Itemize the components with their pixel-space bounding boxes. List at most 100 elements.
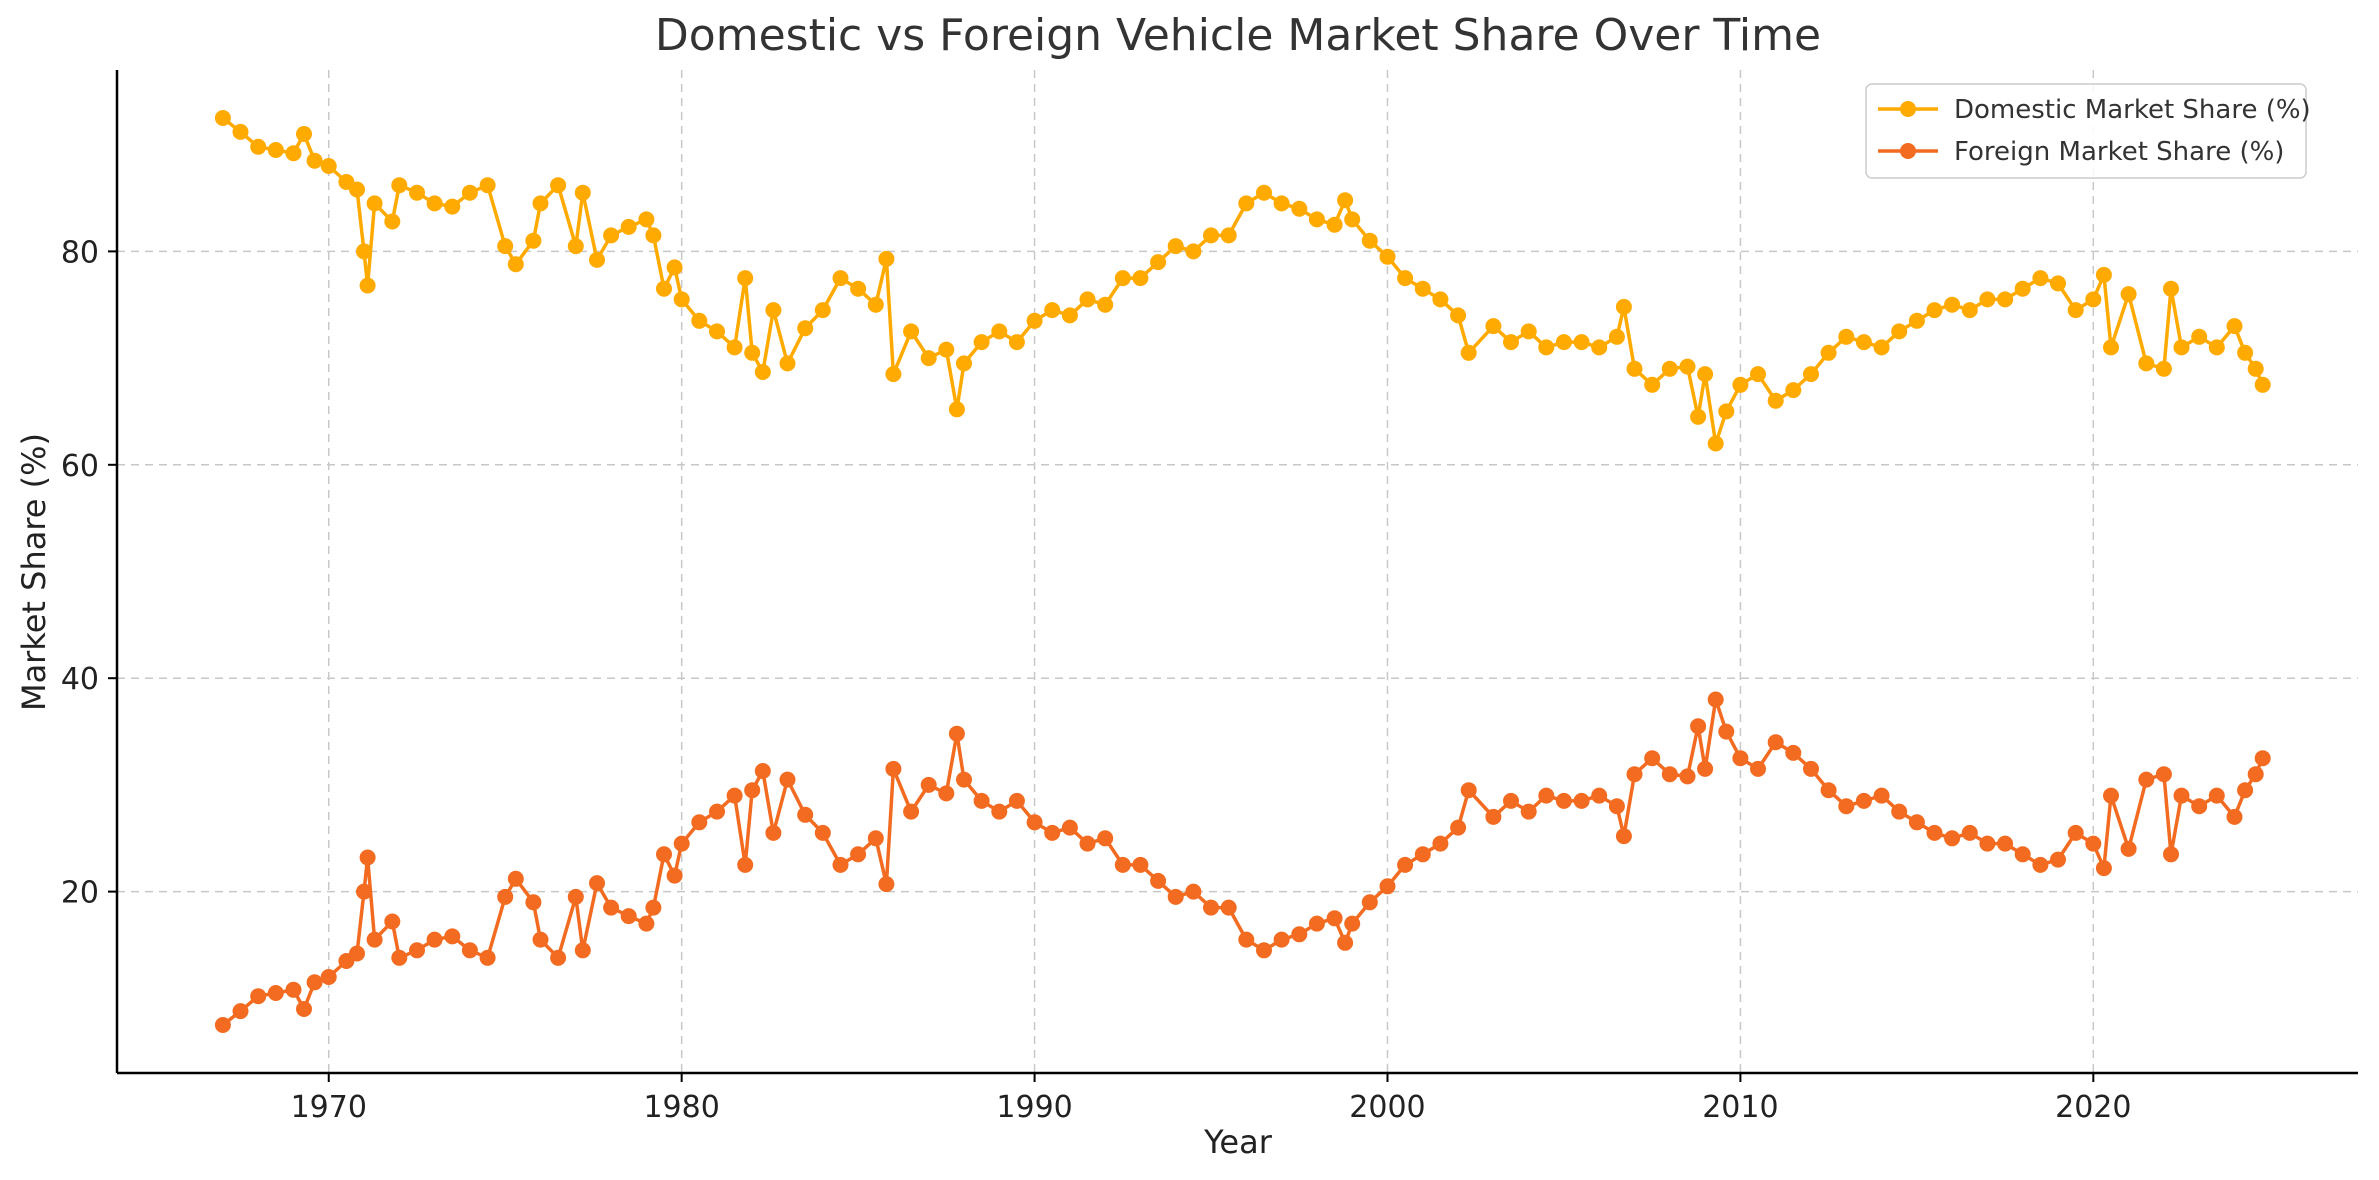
data-point-0-10 — [356, 243, 372, 260]
legend-item-1: Foreign Market Share (%) — [1878, 137, 2284, 167]
data-point-1-115 — [1961, 824, 1978, 841]
data-point-0-65 — [1150, 254, 1167, 271]
data-point-1-18 — [461, 942, 478, 959]
data-point-1-74 — [1308, 915, 1325, 932]
data-point-0-88 — [1538, 339, 1555, 356]
data-point-0-58 — [1026, 312, 1043, 329]
legend-label-0: Domestic Market Share (%) — [1954, 95, 2311, 125]
data-point-0-21 — [507, 256, 524, 273]
data-point-0-128 — [2163, 280, 2179, 297]
data-point-1-79 — [1379, 878, 1396, 895]
data-point-1-47 — [867, 830, 884, 847]
data-point-1-98 — [1690, 718, 1707, 735]
data-point-1-118 — [2014, 846, 2031, 863]
data-point-0-43 — [797, 320, 814, 337]
data-point-0-42 — [779, 355, 796, 372]
data-point-1-51 — [920, 776, 937, 793]
data-point-1-17 — [444, 928, 461, 945]
x-tick-label-2: 1990 — [996, 1090, 1072, 1125]
data-point-0-14 — [391, 177, 408, 194]
data-point-0-32 — [656, 280, 672, 297]
data-point-0-16 — [426, 195, 443, 212]
y-tick-label-0: 20 — [61, 876, 99, 911]
data-point-0-2 — [250, 138, 267, 155]
data-point-1-25 — [567, 888, 584, 905]
data-point-1-82 — [1432, 835, 1449, 852]
data-point-1-63 — [1114, 856, 1131, 873]
data-point-1-45 — [832, 856, 849, 873]
data-point-0-100 — [1707, 435, 1724, 452]
data-point-0-135 — [2254, 376, 2271, 393]
data-point-1-66 — [1167, 888, 1184, 905]
data-point-1-129 — [2173, 787, 2190, 804]
data-point-1-127 — [2155, 766, 2172, 783]
data-point-0-90 — [1573, 334, 1590, 351]
data-point-1-113 — [1926, 824, 1943, 841]
data-point-1-69 — [1220, 899, 1237, 916]
data-point-0-5 — [296, 126, 312, 142]
data-point-0-115 — [1961, 302, 1978, 319]
data-point-0-72 — [1273, 195, 1290, 212]
data-point-1-91 — [1591, 787, 1608, 804]
data-point-0-7 — [320, 158, 337, 174]
data-point-1-83 — [1450, 819, 1467, 836]
data-point-0-125 — [2120, 286, 2137, 303]
data-point-0-41 — [765, 302, 782, 319]
data-point-0-104 — [1767, 392, 1784, 409]
data-point-1-76 — [1337, 934, 1354, 951]
x-tick-label-4: 2010 — [1702, 1090, 1778, 1125]
grid — [117, 70, 2358, 1073]
data-point-0-50 — [903, 323, 920, 340]
data-point-0-98 — [1690, 408, 1707, 425]
y-tick-label-1: 40 — [61, 662, 99, 697]
data-point-0-110 — [1873, 339, 1890, 356]
data-point-0-9 — [349, 181, 365, 198]
data-point-1-37 — [726, 787, 743, 804]
data-point-1-119 — [2032, 856, 2049, 873]
data-point-0-112 — [1908, 312, 1925, 329]
data-point-1-96 — [1661, 766, 1678, 783]
data-point-0-78 — [1361, 232, 1378, 249]
data-point-0-47 — [867, 296, 884, 313]
data-point-0-96 — [1661, 360, 1678, 377]
data-point-1-88 — [1538, 787, 1555, 804]
data-point-0-40 — [754, 364, 771, 380]
data-point-0-87 — [1520, 323, 1537, 340]
data-point-0-46 — [850, 280, 867, 297]
series-line-1 — [221, 697, 2265, 1027]
data-point-1-29 — [620, 908, 637, 925]
data-point-1-128 — [2163, 846, 2179, 863]
data-point-0-105 — [1785, 382, 1802, 399]
data-point-1-36 — [709, 803, 725, 820]
data-point-0-121 — [2067, 302, 2084, 319]
data-point-0-132 — [2226, 318, 2243, 335]
data-point-1-48 — [878, 876, 895, 893]
data-point-1-44 — [814, 824, 831, 841]
data-point-1-32 — [656, 846, 672, 863]
data-point-1-58 — [1026, 814, 1043, 831]
data-point-0-91 — [1591, 339, 1608, 356]
data-point-1-40 — [754, 763, 771, 779]
data-point-0-99 — [1697, 366, 1714, 383]
data-point-1-54 — [956, 771, 972, 788]
data-point-1-68 — [1203, 899, 1219, 916]
data-point-1-92 — [1608, 798, 1625, 815]
data-point-0-102 — [1732, 376, 1749, 393]
data-point-0-26 — [574, 184, 591, 201]
data-point-1-38 — [737, 856, 754, 873]
data-point-0-1 — [232, 123, 249, 140]
data-point-1-13 — [384, 913, 401, 930]
data-point-1-125 — [2120, 840, 2137, 857]
data-point-0-64 — [1132, 270, 1149, 287]
data-point-0-53 — [948, 401, 965, 418]
data-point-0-24 — [550, 177, 567, 194]
data-point-1-93 — [1615, 828, 1632, 845]
data-point-1-10 — [356, 883, 372, 900]
data-point-1-89 — [1555, 792, 1572, 809]
data-point-1-0 — [214, 1017, 231, 1033]
data-point-0-84 — [1460, 344, 1477, 361]
data-point-1-34 — [673, 835, 690, 852]
data-point-0-118 — [2014, 280, 2031, 297]
data-point-1-55 — [973, 792, 990, 809]
